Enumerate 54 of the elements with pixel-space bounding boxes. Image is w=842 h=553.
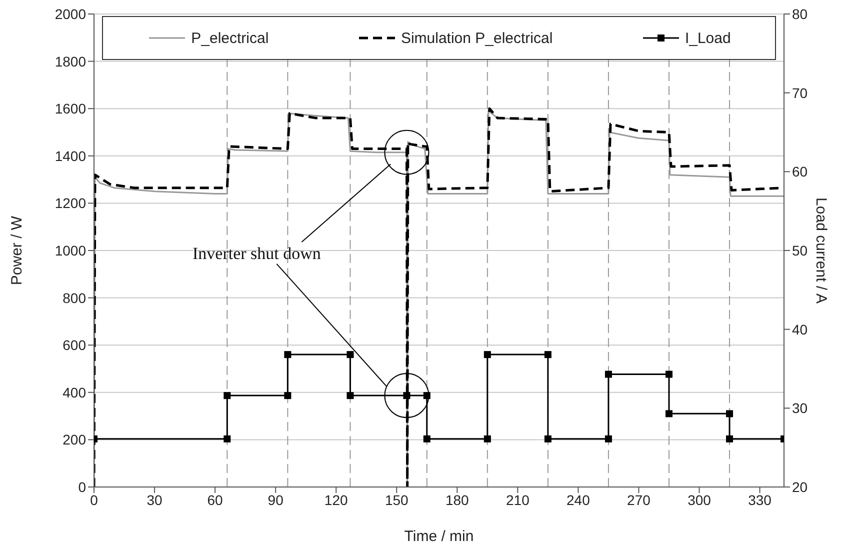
y2-axis-title: Load current / A xyxy=(812,198,830,304)
point xyxy=(346,392,354,400)
x-tick-label: 30 xyxy=(146,492,163,508)
x-tick-label: 60 xyxy=(207,492,224,508)
point xyxy=(224,435,231,442)
y2-tick-label: 40 xyxy=(792,321,808,338)
x-tick-label: 240 xyxy=(566,492,590,508)
legend-label: Simulation P_electrical xyxy=(400,30,553,46)
x-tick-label: 120 xyxy=(324,492,348,508)
annotation: Inverter shut down xyxy=(192,244,322,263)
y-tick-label: 1800 xyxy=(54,53,86,70)
x-tick-label: 0 xyxy=(90,492,98,508)
y-tick-label: 800 xyxy=(62,290,86,306)
point xyxy=(544,435,552,442)
point xyxy=(284,392,292,400)
x-axis-title: Time / min xyxy=(404,528,474,545)
y-tick-label: 200 xyxy=(62,432,86,448)
y-tick-label: 400 xyxy=(62,384,86,400)
x-tick-label: 330 xyxy=(748,492,772,508)
legend-label: P_electrical xyxy=(191,30,269,46)
point xyxy=(484,351,491,358)
x-tick-label: 150 xyxy=(384,492,409,508)
point xyxy=(284,351,292,358)
y-tick-label: 600 xyxy=(62,337,86,354)
point xyxy=(544,351,552,358)
y-tick-label: 1200 xyxy=(54,195,86,212)
point xyxy=(346,351,354,358)
y-tick-label: 1000 xyxy=(54,242,86,258)
y2-tick-label: 20 xyxy=(792,478,808,495)
y2-tick-label: 60 xyxy=(792,164,808,180)
y2-tick-label: 50 xyxy=(792,242,808,258)
y-tick-label: 1600 xyxy=(54,100,86,117)
point xyxy=(666,370,672,378)
point xyxy=(224,392,231,400)
y-tick-label: 1400 xyxy=(54,148,86,164)
x-tick-label: 270 xyxy=(627,492,651,508)
point xyxy=(666,410,672,418)
x-tick-label: 210 xyxy=(506,492,530,508)
x-tick-label: 180 xyxy=(445,492,470,508)
y2-tick-label: 30 xyxy=(792,400,808,416)
point xyxy=(604,435,612,442)
x-tick-label: 300 xyxy=(688,492,712,508)
legend-label: I_Load xyxy=(684,30,731,46)
point xyxy=(726,435,734,442)
y-tick-label: 0 xyxy=(78,478,86,495)
y2-tick-label: 80 xyxy=(792,6,808,22)
point xyxy=(726,410,734,418)
point xyxy=(423,435,430,442)
y-axis-title: Power / W xyxy=(8,215,26,286)
y-tick-label: 2000 xyxy=(54,6,86,22)
point xyxy=(604,370,612,378)
y2-tick-label: 70 xyxy=(792,84,808,101)
point xyxy=(484,435,491,442)
x-tick-label: 90 xyxy=(268,492,284,508)
